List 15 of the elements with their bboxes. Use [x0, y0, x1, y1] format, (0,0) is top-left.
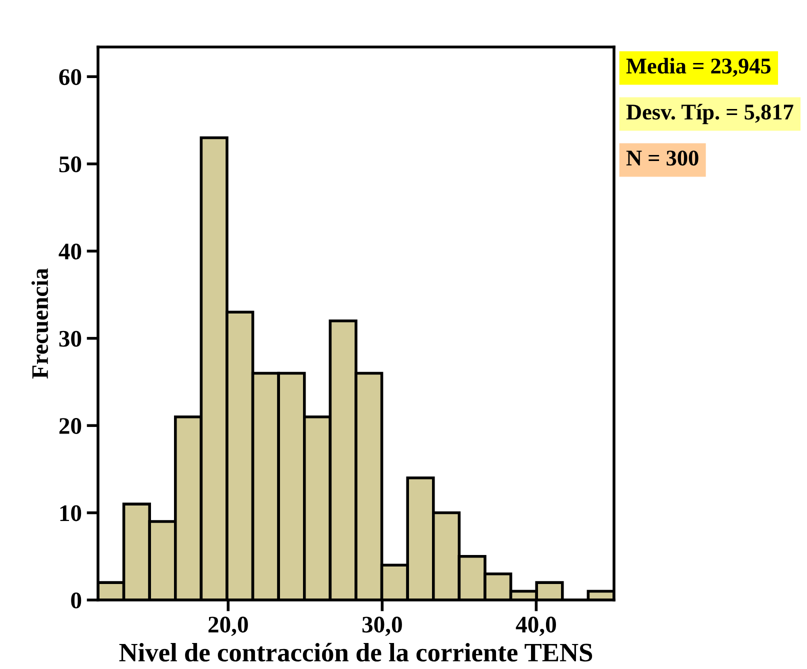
y-tick-label: 20 [59, 418, 82, 434]
x-tick-label: 30,0 [362, 616, 402, 636]
text: N = 300 [626, 150, 698, 166]
text: Desv. Típ. = 5,817 [626, 104, 794, 124]
x-tick-label: 20,0 [208, 616, 248, 636]
y-tick-label: 60 [59, 69, 82, 86]
y-tick-label: 40 [58, 244, 82, 260]
y-tick-label: 50 [59, 156, 82, 172]
x-axis-title: Nivel de contracción de la corriente TENS [119, 642, 592, 662]
x-tick-label: 40,0 [516, 616, 556, 636]
y-tick-label: 10 [60, 505, 82, 522]
y-tick-label: 30 [59, 330, 82, 347]
text: Media = 23,945 [626, 58, 771, 77]
y-tick-label: 0 [71, 592, 82, 608]
y-axis-title: Frecuencia [31, 268, 48, 379]
